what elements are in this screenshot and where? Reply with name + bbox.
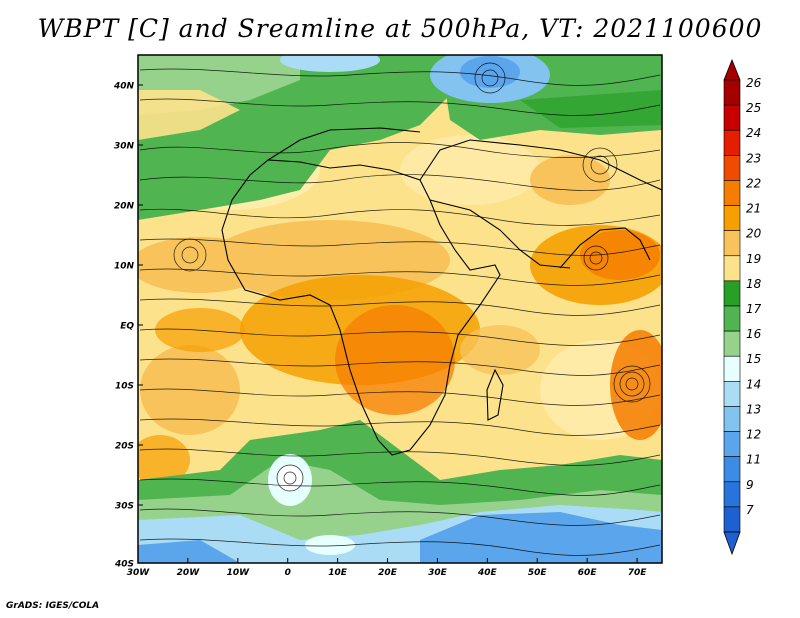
colorbar-label: 24 bbox=[746, 126, 761, 140]
lon-label: 20E bbox=[378, 568, 398, 578]
lat-label: 30N bbox=[114, 142, 135, 152]
colorbar-segment bbox=[723, 431, 741, 457]
streamlines bbox=[139, 62, 661, 556]
colorbar-segment bbox=[723, 456, 741, 483]
lat-label: 30S bbox=[115, 502, 134, 512]
colorbar-segment bbox=[723, 79, 741, 106]
colorbar-segment bbox=[723, 305, 741, 332]
colorbar-label: 16 bbox=[746, 327, 762, 341]
lat-label: 40S bbox=[114, 560, 134, 570]
colorbar: 26 25 24 23 22 21 20 19 18 17 16 15 14 13 12 11 9 7 bbox=[723, 58, 762, 556]
field-layer bbox=[138, 55, 662, 563]
lat-label: EQ bbox=[120, 322, 134, 332]
lat-label: 10S bbox=[115, 382, 134, 392]
lon-label: 10E bbox=[328, 568, 348, 578]
colorbar-label: 12 bbox=[746, 428, 761, 442]
colorbar-segment bbox=[723, 381, 741, 407]
colorbar-label: 22 bbox=[746, 176, 761, 190]
colorbar-segment bbox=[723, 129, 741, 156]
colorbar-label: 14 bbox=[746, 377, 761, 391]
colorbar-label: 13 bbox=[746, 402, 761, 416]
colorbar-top-arrow bbox=[723, 58, 741, 81]
colorbar-segment bbox=[723, 180, 741, 206]
colorbar-label: 18 bbox=[746, 277, 762, 291]
colorbar-label: 15 bbox=[746, 352, 761, 366]
colorbar-segment bbox=[723, 330, 741, 357]
colorbar-segment bbox=[723, 355, 741, 382]
coastlines bbox=[221, 127, 662, 456]
lat-label: 20S bbox=[115, 442, 134, 452]
lon-label: 30W bbox=[127, 568, 151, 578]
latitude-labels: 40N 30N 20N 10N EQ 10S 20S 30S 40S bbox=[113, 82, 143, 570]
lat-label: 10N bbox=[114, 262, 135, 272]
colorbar-label: 7 bbox=[746, 503, 754, 517]
colorbar-label: 25 bbox=[746, 101, 761, 115]
lon-label: 30E bbox=[428, 568, 448, 578]
colorbar-label: 21 bbox=[746, 202, 761, 216]
lon-label: 10W bbox=[227, 568, 251, 578]
colorbar-segment bbox=[723, 506, 741, 533]
lat-label: 40N bbox=[113, 82, 135, 92]
colorbar-label: 20 bbox=[746, 227, 762, 241]
colorbar-segment bbox=[723, 104, 741, 131]
colorbar-segment bbox=[723, 406, 741, 432]
colorbar-bottom-arrow bbox=[723, 531, 741, 556]
lon-label: 20W bbox=[177, 568, 201, 578]
colorbar-label: 9 bbox=[746, 478, 754, 492]
lon-label: 0 bbox=[285, 568, 291, 578]
colorbar-segment bbox=[723, 205, 741, 231]
lon-label: 50E bbox=[528, 568, 548, 578]
colorbar-label: 19 bbox=[746, 252, 761, 266]
lon-label: 40E bbox=[477, 568, 498, 578]
longitude-labels: 30W 20W 10W 0 10E 20E 30E 40E 50E 60E 70E bbox=[127, 558, 647, 578]
colorbar-segment bbox=[723, 255, 741, 282]
colorbar-label: 11 bbox=[746, 453, 761, 467]
map-title: WBPT [C] and Sreamline at 500hPa, VT: 20… bbox=[37, 14, 763, 43]
colorbar-segment bbox=[723, 230, 741, 257]
colorbar-label: 26 bbox=[746, 76, 762, 90]
colorbar-label: 23 bbox=[746, 151, 761, 165]
grads-credit: GrADS: IGES/COLA bbox=[6, 601, 100, 611]
colorbar-label: 17 bbox=[746, 302, 762, 316]
lat-label: 20N bbox=[114, 202, 135, 212]
lon-label: 70E bbox=[628, 568, 648, 578]
map-frame bbox=[137, 54, 663, 564]
colorbar-segment bbox=[723, 155, 741, 181]
colorbar-segment bbox=[723, 481, 741, 508]
lon-label: 60E bbox=[578, 568, 598, 578]
colorbar-segment bbox=[723, 280, 741, 307]
